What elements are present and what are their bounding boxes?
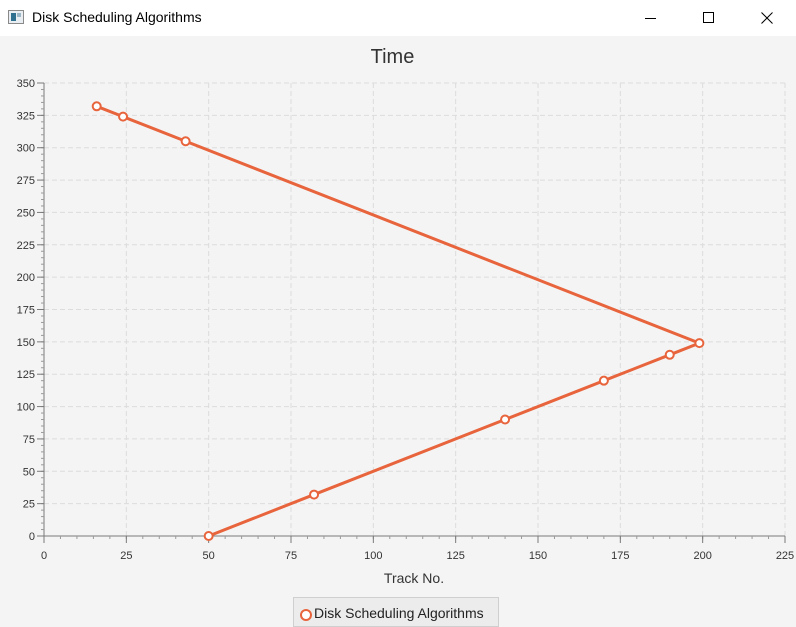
y-tick-label: 200 <box>17 272 35 284</box>
x-tick-label: 0 <box>41 550 47 562</box>
y-tick-label: 225 <box>17 240 35 252</box>
x-tick-label: 50 <box>203 550 215 562</box>
data-point <box>500 414 511 425</box>
y-tick-label: 25 <box>23 499 35 511</box>
y-tick-label: 75 <box>23 434 35 446</box>
y-tick-label: 325 <box>17 110 35 122</box>
line-chart: Time025507510012515017520022525027530032… <box>17 46 795 586</box>
maximize-button[interactable] <box>686 0 732 36</box>
window-title: Disk Scheduling Algorithms <box>32 9 202 25</box>
y-tick-label: 50 <box>23 466 35 478</box>
data-point <box>664 349 675 360</box>
data-point <box>598 375 609 386</box>
data-point <box>118 111 129 122</box>
legend: Disk Scheduling Algorithms <box>293 597 499 627</box>
y-tick-label: 175 <box>17 305 35 317</box>
minimize-button[interactable] <box>628 0 674 36</box>
app-icon <box>8 10 24 24</box>
x-tick-label: 100 <box>364 550 382 562</box>
y-tick-label: 150 <box>17 337 35 349</box>
chart-area: Time 0 25 50 75 100 125 150 175 200 225 250 275 300 32… <box>0 36 796 616</box>
y-tick-label: 0 <box>29 531 35 543</box>
data-point <box>309 489 320 500</box>
x-tick-label: 125 <box>446 550 464 562</box>
data-point <box>694 338 705 349</box>
x-tick-label: 75 <box>285 550 297 562</box>
y-tick-label: 350 <box>17 78 35 90</box>
legend-label: Disk Scheduling Algorithms <box>314 605 484 621</box>
x-tick-label: 175 <box>611 550 629 562</box>
y-tick-label: 275 <box>17 175 35 187</box>
maximize-icon <box>703 12 714 23</box>
x-tick-label: 225 <box>776 550 794 562</box>
x-tick-label: 200 <box>693 550 711 562</box>
data-point <box>91 101 102 112</box>
minimize-icon <box>645 18 656 19</box>
close-button[interactable] <box>744 0 790 36</box>
y-tick-label: 125 <box>17 369 35 381</box>
close-icon <box>761 12 773 24</box>
x-tick-label: 25 <box>120 550 132 562</box>
chart-title: Time <box>371 46 415 68</box>
x-tick-label: 150 <box>529 550 547 562</box>
y-tick-label: 100 <box>17 402 35 414</box>
title-bar: Disk Scheduling Algorithms <box>0 0 796 36</box>
data-point <box>203 531 214 541</box>
legend-marker-icon <box>300 609 312 621</box>
y-tick-label: 250 <box>17 207 35 219</box>
y-tick-label: 300 <box>17 143 35 155</box>
data-point <box>180 136 191 147</box>
x-axis-label: Track No. <box>384 570 444 586</box>
